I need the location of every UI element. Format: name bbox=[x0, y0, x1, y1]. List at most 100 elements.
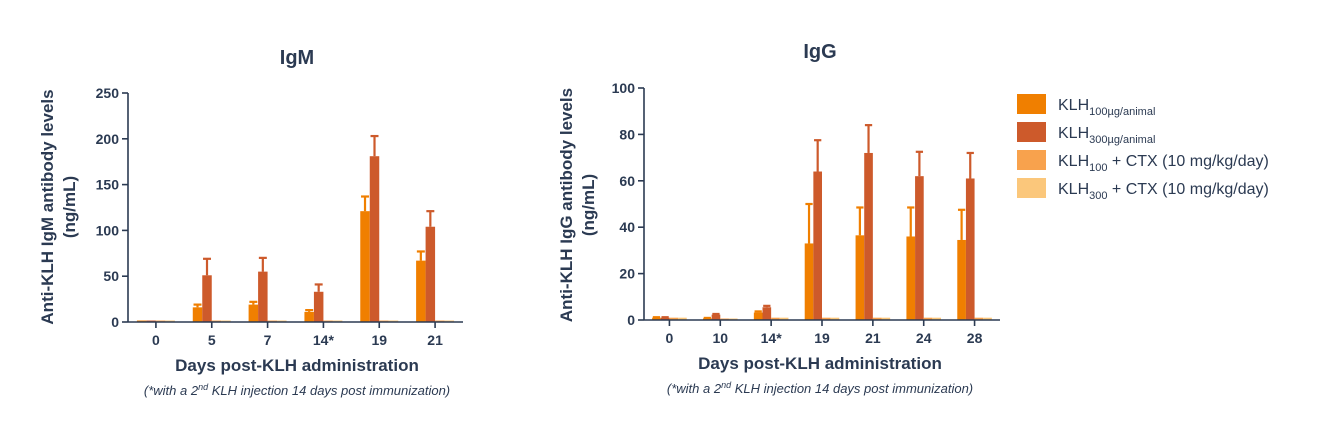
bar bbox=[762, 307, 772, 320]
y-axis-label-line2: (ng/mL) bbox=[60, 176, 79, 238]
legend-label: KLH300 + CTX (10 mg/kg/day) bbox=[1058, 181, 1269, 202]
y-tick-label: 150 bbox=[96, 177, 120, 193]
legend-label: KLH300µg/animal bbox=[1058, 125, 1155, 146]
y-tick-label: 0 bbox=[627, 312, 635, 328]
bar bbox=[313, 291, 324, 322]
legend-label-base: KLH bbox=[1058, 125, 1089, 142]
x-tick-label: 28 bbox=[967, 330, 983, 346]
legend-label-base: KLH bbox=[1058, 181, 1089, 198]
y-tick-label: 50 bbox=[103, 268, 119, 284]
footnote: (*with a 2nd KLH injection 14 days post … bbox=[667, 380, 973, 396]
legend-item: KLH100µg/animal bbox=[1017, 94, 1155, 118]
y-tick-label: 100 bbox=[612, 80, 636, 96]
chart-title: IgG bbox=[803, 41, 836, 63]
legend-label-base: KLH bbox=[1058, 97, 1089, 114]
x-tick-label: 19 bbox=[371, 332, 387, 348]
legend-item: KLH300µg/animal bbox=[1017, 122, 1155, 146]
y-tick-label: 0 bbox=[111, 314, 119, 330]
bar bbox=[192, 307, 203, 322]
bar bbox=[779, 317, 789, 320]
x-tick-label: 5 bbox=[208, 332, 216, 348]
x-tick-label: 21 bbox=[865, 330, 881, 346]
bar bbox=[830, 317, 840, 320]
legend-label-base: KLH bbox=[1058, 153, 1089, 170]
bar bbox=[771, 317, 780, 320]
bar bbox=[202, 275, 212, 322]
bars bbox=[652, 124, 992, 320]
x-tick-label: 14* bbox=[761, 330, 783, 346]
bar bbox=[855, 235, 865, 320]
bar bbox=[822, 317, 831, 320]
bar bbox=[248, 304, 259, 322]
bar bbox=[702, 318, 712, 320]
legend-swatch bbox=[1017, 150, 1046, 170]
bar bbox=[425, 226, 436, 322]
x-tick-label: 7 bbox=[264, 332, 272, 348]
bar bbox=[258, 271, 268, 322]
footnote: (*with a 2nd KLH injection 14 days post … bbox=[144, 382, 450, 398]
x-axis-label: Days post-KLH administration bbox=[698, 354, 942, 373]
bar bbox=[915, 176, 924, 320]
x-tick-label: 0 bbox=[666, 330, 674, 346]
legend-swatch bbox=[1017, 178, 1046, 198]
x-tick-label: 21 bbox=[427, 332, 443, 348]
bar bbox=[906, 236, 916, 320]
bar bbox=[983, 317, 992, 320]
bar bbox=[932, 317, 942, 320]
bar bbox=[753, 312, 763, 320]
x-tick-label: 19 bbox=[814, 330, 830, 346]
x-tick-label: 24 bbox=[916, 330, 932, 346]
x-tick-label: 0 bbox=[152, 332, 160, 348]
legend-label-tail: + CTX (10 mg/kg/day) bbox=[1107, 181, 1268, 198]
legend-item: KLH100 + CTX (10 mg/kg/day) bbox=[1017, 150, 1269, 174]
legend-label-sub: 100 bbox=[1089, 162, 1107, 174]
y-tick-label: 80 bbox=[619, 126, 635, 142]
legend-item: KLH300 + CTX (10 mg/kg/day) bbox=[1017, 178, 1269, 202]
bar bbox=[881, 317, 891, 320]
bar bbox=[872, 317, 882, 320]
igm-chart: IgM Anti-KLH IgM antibody levels (ng/mL)… bbox=[38, 47, 463, 398]
legend-label: KLH100 + CTX (10 mg/kg/day) bbox=[1058, 153, 1269, 174]
bar bbox=[804, 243, 814, 320]
x-tick-label: 14* bbox=[313, 332, 335, 348]
y-tick-label: 20 bbox=[619, 266, 635, 282]
footnote-pre: (*with a 2 bbox=[667, 381, 722, 396]
x-tick-label: 10 bbox=[712, 330, 728, 346]
footnote-post: KLH injection 14 days post immunization) bbox=[731, 381, 973, 396]
y-tick-label: 60 bbox=[619, 173, 635, 189]
y-tick-label: 250 bbox=[96, 85, 120, 101]
chart-title: IgM bbox=[280, 47, 314, 69]
footnote-sup: nd bbox=[198, 382, 209, 392]
y-tick-label: 40 bbox=[619, 219, 635, 235]
y-tick-label: 200 bbox=[96, 131, 120, 147]
bar bbox=[660, 317, 670, 320]
bar bbox=[965, 178, 975, 320]
y-axis-label-line1: Anti-KLH IgG antibody levels bbox=[557, 88, 576, 322]
bar bbox=[864, 152, 873, 320]
bar bbox=[974, 317, 984, 320]
bar bbox=[652, 317, 661, 320]
bar bbox=[923, 317, 933, 320]
bar bbox=[304, 311, 314, 322]
legend-label-sub: 100µg/animal bbox=[1089, 106, 1155, 118]
bar bbox=[678, 317, 687, 320]
bar bbox=[669, 317, 679, 320]
bars bbox=[136, 134, 455, 322]
y-axis: 0 20 40 60 80 100 bbox=[612, 80, 645, 328]
y-tick-label: 100 bbox=[96, 222, 120, 238]
y-axis-label-line2: (ng/mL) bbox=[579, 174, 598, 236]
legend-label-tail: + CTX (10 mg/kg/day) bbox=[1107, 153, 1268, 170]
y-axis-label-line1: Anti-KLH IgM antibody levels bbox=[38, 89, 57, 324]
bar bbox=[957, 239, 966, 320]
x-axis: 0 10 14* 19 21 24 28 bbox=[644, 319, 1000, 346]
legend-label-sub: 300 bbox=[1089, 190, 1107, 202]
legend-swatch bbox=[1017, 94, 1046, 114]
x-axis: 0 5 7 14* 19 21 bbox=[128, 321, 463, 348]
y-axis: 0 50 100 150 200 250 bbox=[96, 85, 129, 330]
bar bbox=[711, 314, 721, 320]
bar bbox=[813, 171, 822, 320]
legend-label-sub: 300µg/animal bbox=[1089, 134, 1155, 146]
legend-swatch bbox=[1017, 122, 1046, 142]
